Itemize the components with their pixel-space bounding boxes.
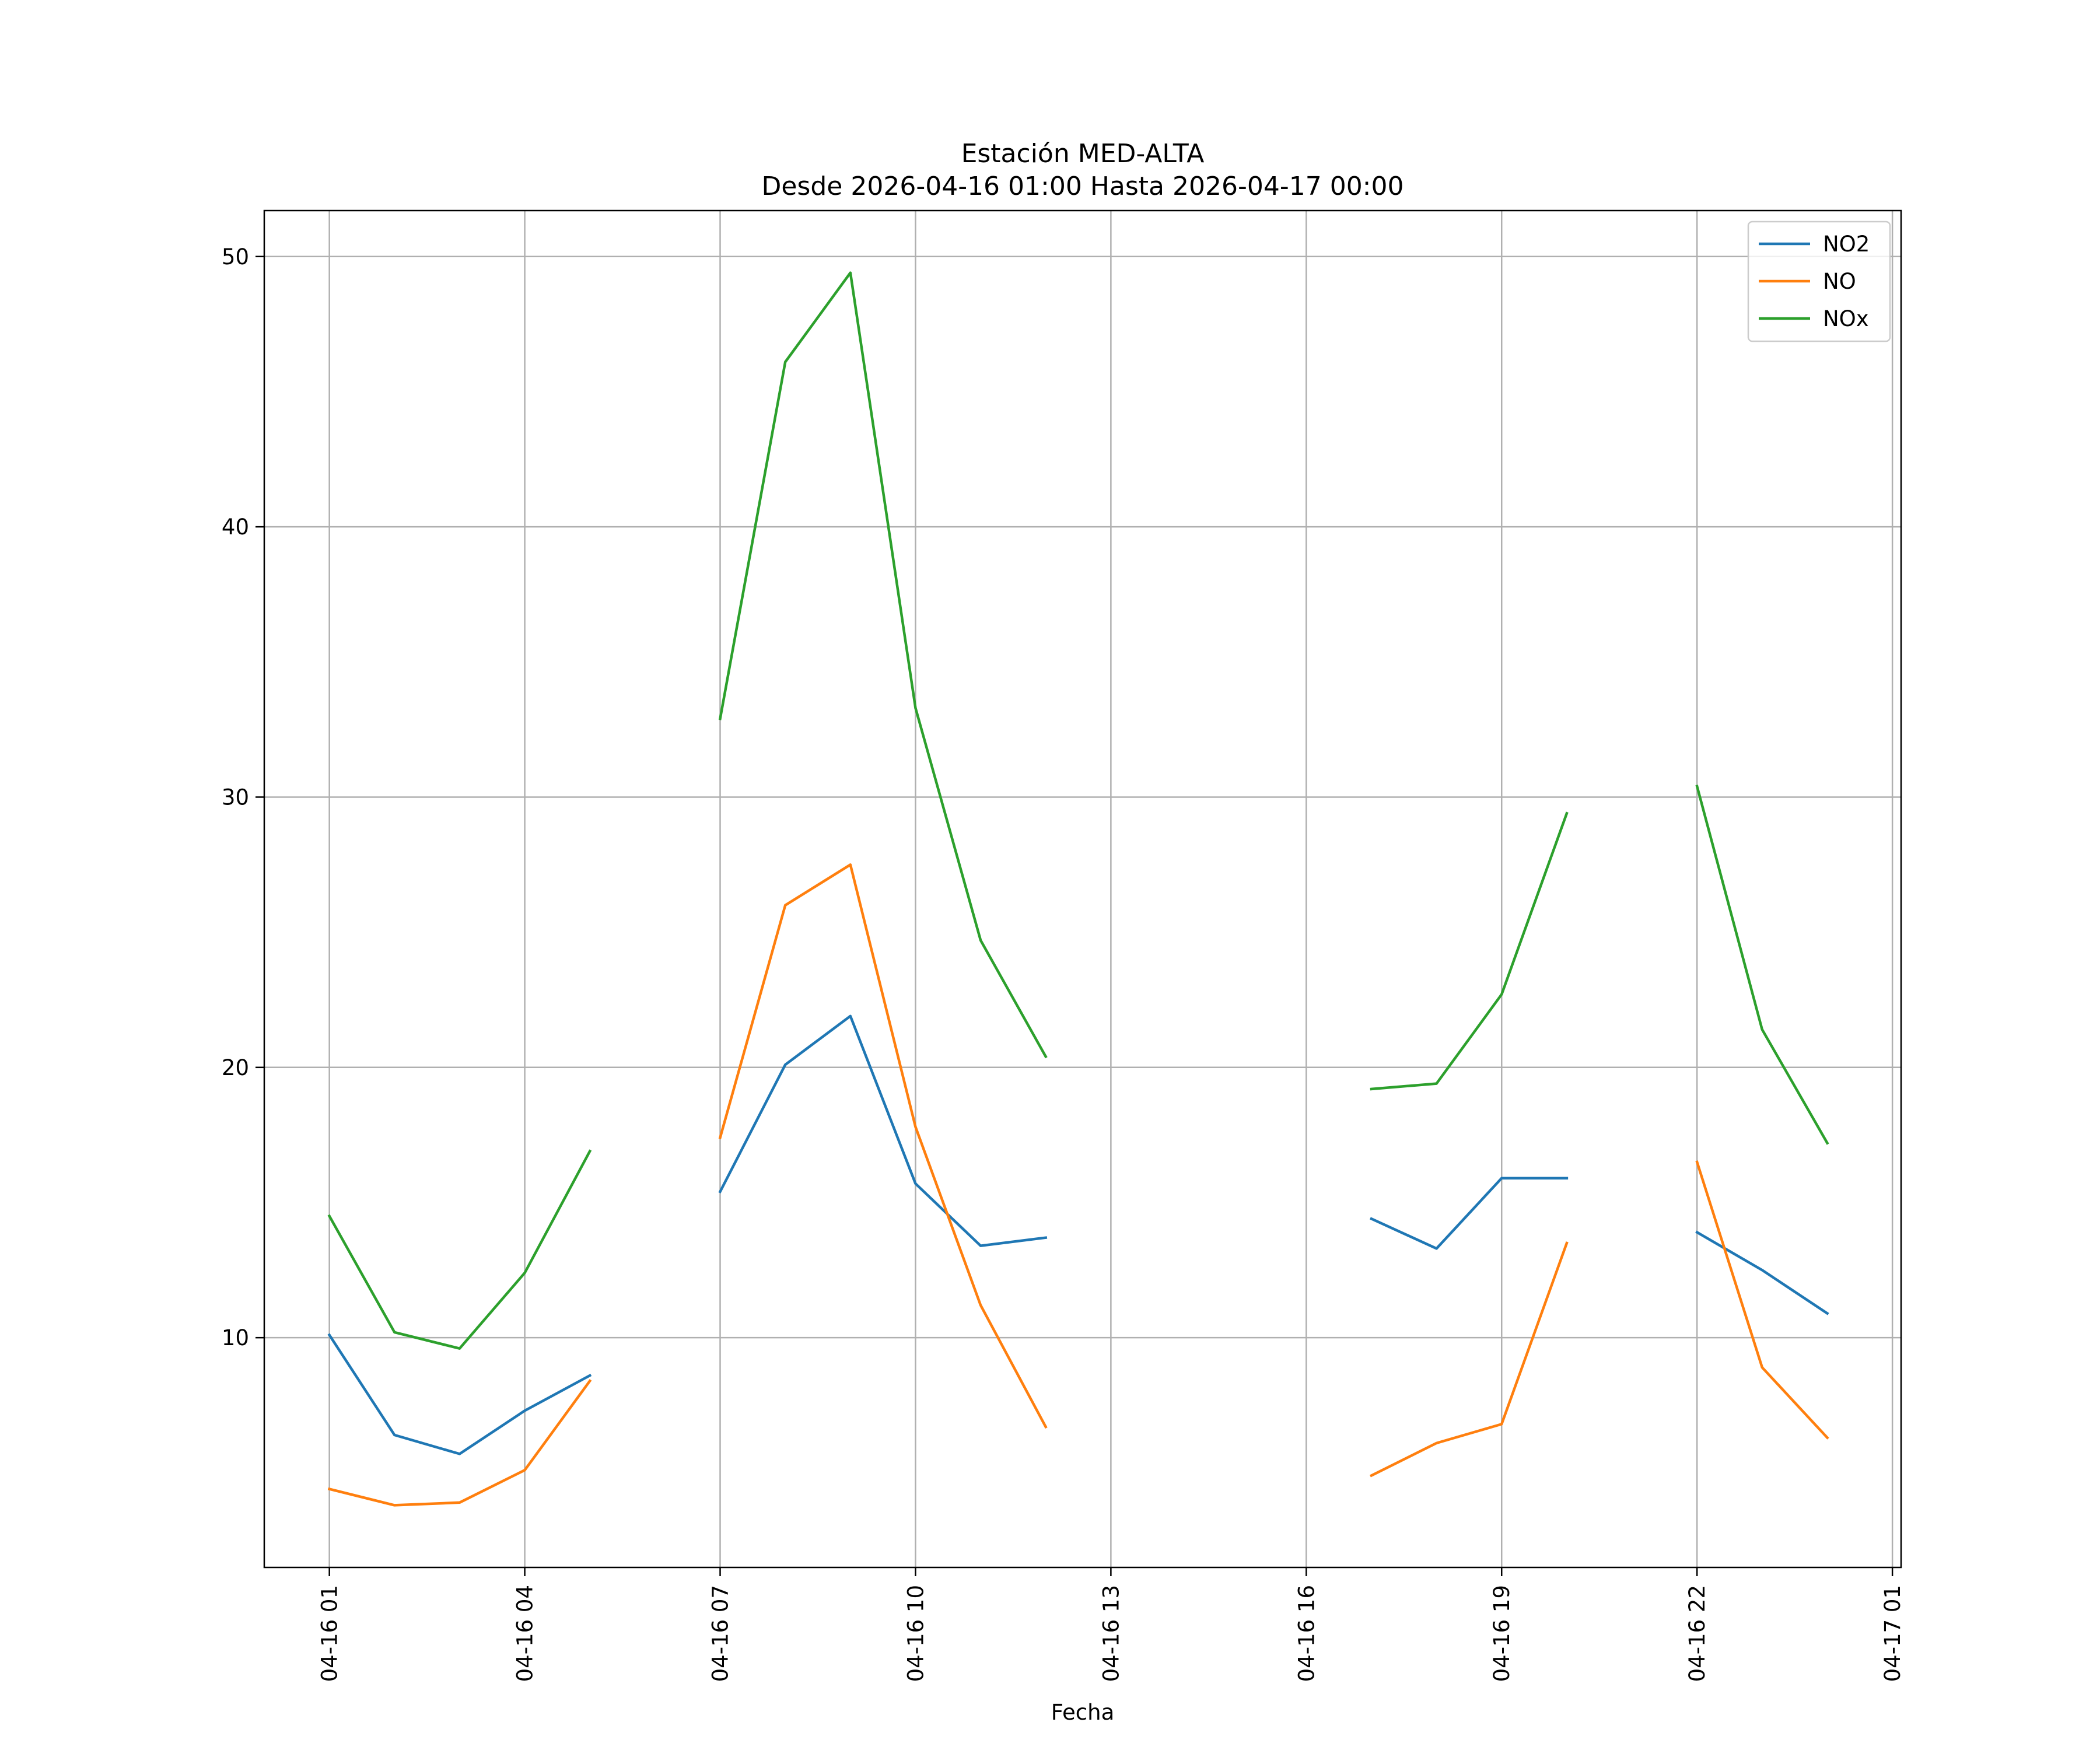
legend-label-nox: NOx bbox=[1823, 306, 1869, 331]
plot-frame bbox=[263, 209, 1902, 1569]
series-line-no2 bbox=[718, 1014, 1048, 1247]
axes: 04-16 01 04-16 04 04-16 07 04-16 10 04-16 13… bbox=[222, 244, 1905, 1682]
x-tick-label: 04-16 07 bbox=[708, 1585, 733, 1682]
series-line-nox bbox=[327, 1149, 592, 1350]
series-line-nox bbox=[1695, 785, 1829, 1145]
x-tick-label: 04-16 01 bbox=[317, 1585, 342, 1682]
series-line-nox bbox=[1370, 811, 1569, 1091]
series-line-no2 bbox=[327, 1333, 592, 1455]
series-line-nox bbox=[718, 271, 1048, 1059]
series-line-no bbox=[718, 863, 1048, 1429]
legend-label-no2: NO2 bbox=[1823, 232, 1870, 257]
x-tick-label: 04-16 19 bbox=[1489, 1585, 1514, 1682]
y-tick-label: 10 bbox=[222, 1325, 249, 1350]
y-tick-label: 50 bbox=[222, 244, 249, 270]
x-tick-label: 04-16 22 bbox=[1685, 1585, 1710, 1682]
series-line-no2 bbox=[1370, 1177, 1569, 1250]
y-tick-label: 30 bbox=[222, 785, 249, 810]
x-tick-label: 04-16 04 bbox=[513, 1585, 538, 1682]
series-line-no bbox=[327, 1379, 592, 1507]
legend-box bbox=[1747, 220, 1891, 342]
x-tick-label: 04-16 16 bbox=[1294, 1585, 1319, 1682]
grid bbox=[264, 211, 1901, 1567]
x-tick-label: 04-16 13 bbox=[1098, 1585, 1124, 1682]
chart-title: Estación MED-ALTA bbox=[961, 139, 1205, 169]
x-tick-label: 04-17 01 bbox=[1880, 1585, 1905, 1682]
y-tick-label: 40 bbox=[222, 514, 249, 540]
x-axis-label: Fecha bbox=[1051, 1700, 1115, 1725]
y-tick-label: 20 bbox=[222, 1055, 249, 1080]
legend: NO2 NO NOx bbox=[1747, 220, 1891, 342]
series-line-no bbox=[1695, 1160, 1829, 1440]
chart-subtitle: Desde 2026-04-16 01:00 Hasta 2026-04-17 … bbox=[761, 172, 1404, 201]
x-tick-label: 04-16 10 bbox=[903, 1585, 928, 1682]
legend-label-no: NO bbox=[1823, 269, 1856, 294]
series-line-no bbox=[1369, 1241, 1569, 1478]
series-lines bbox=[327, 271, 1829, 1507]
series-line-no2 bbox=[1695, 1230, 1829, 1315]
